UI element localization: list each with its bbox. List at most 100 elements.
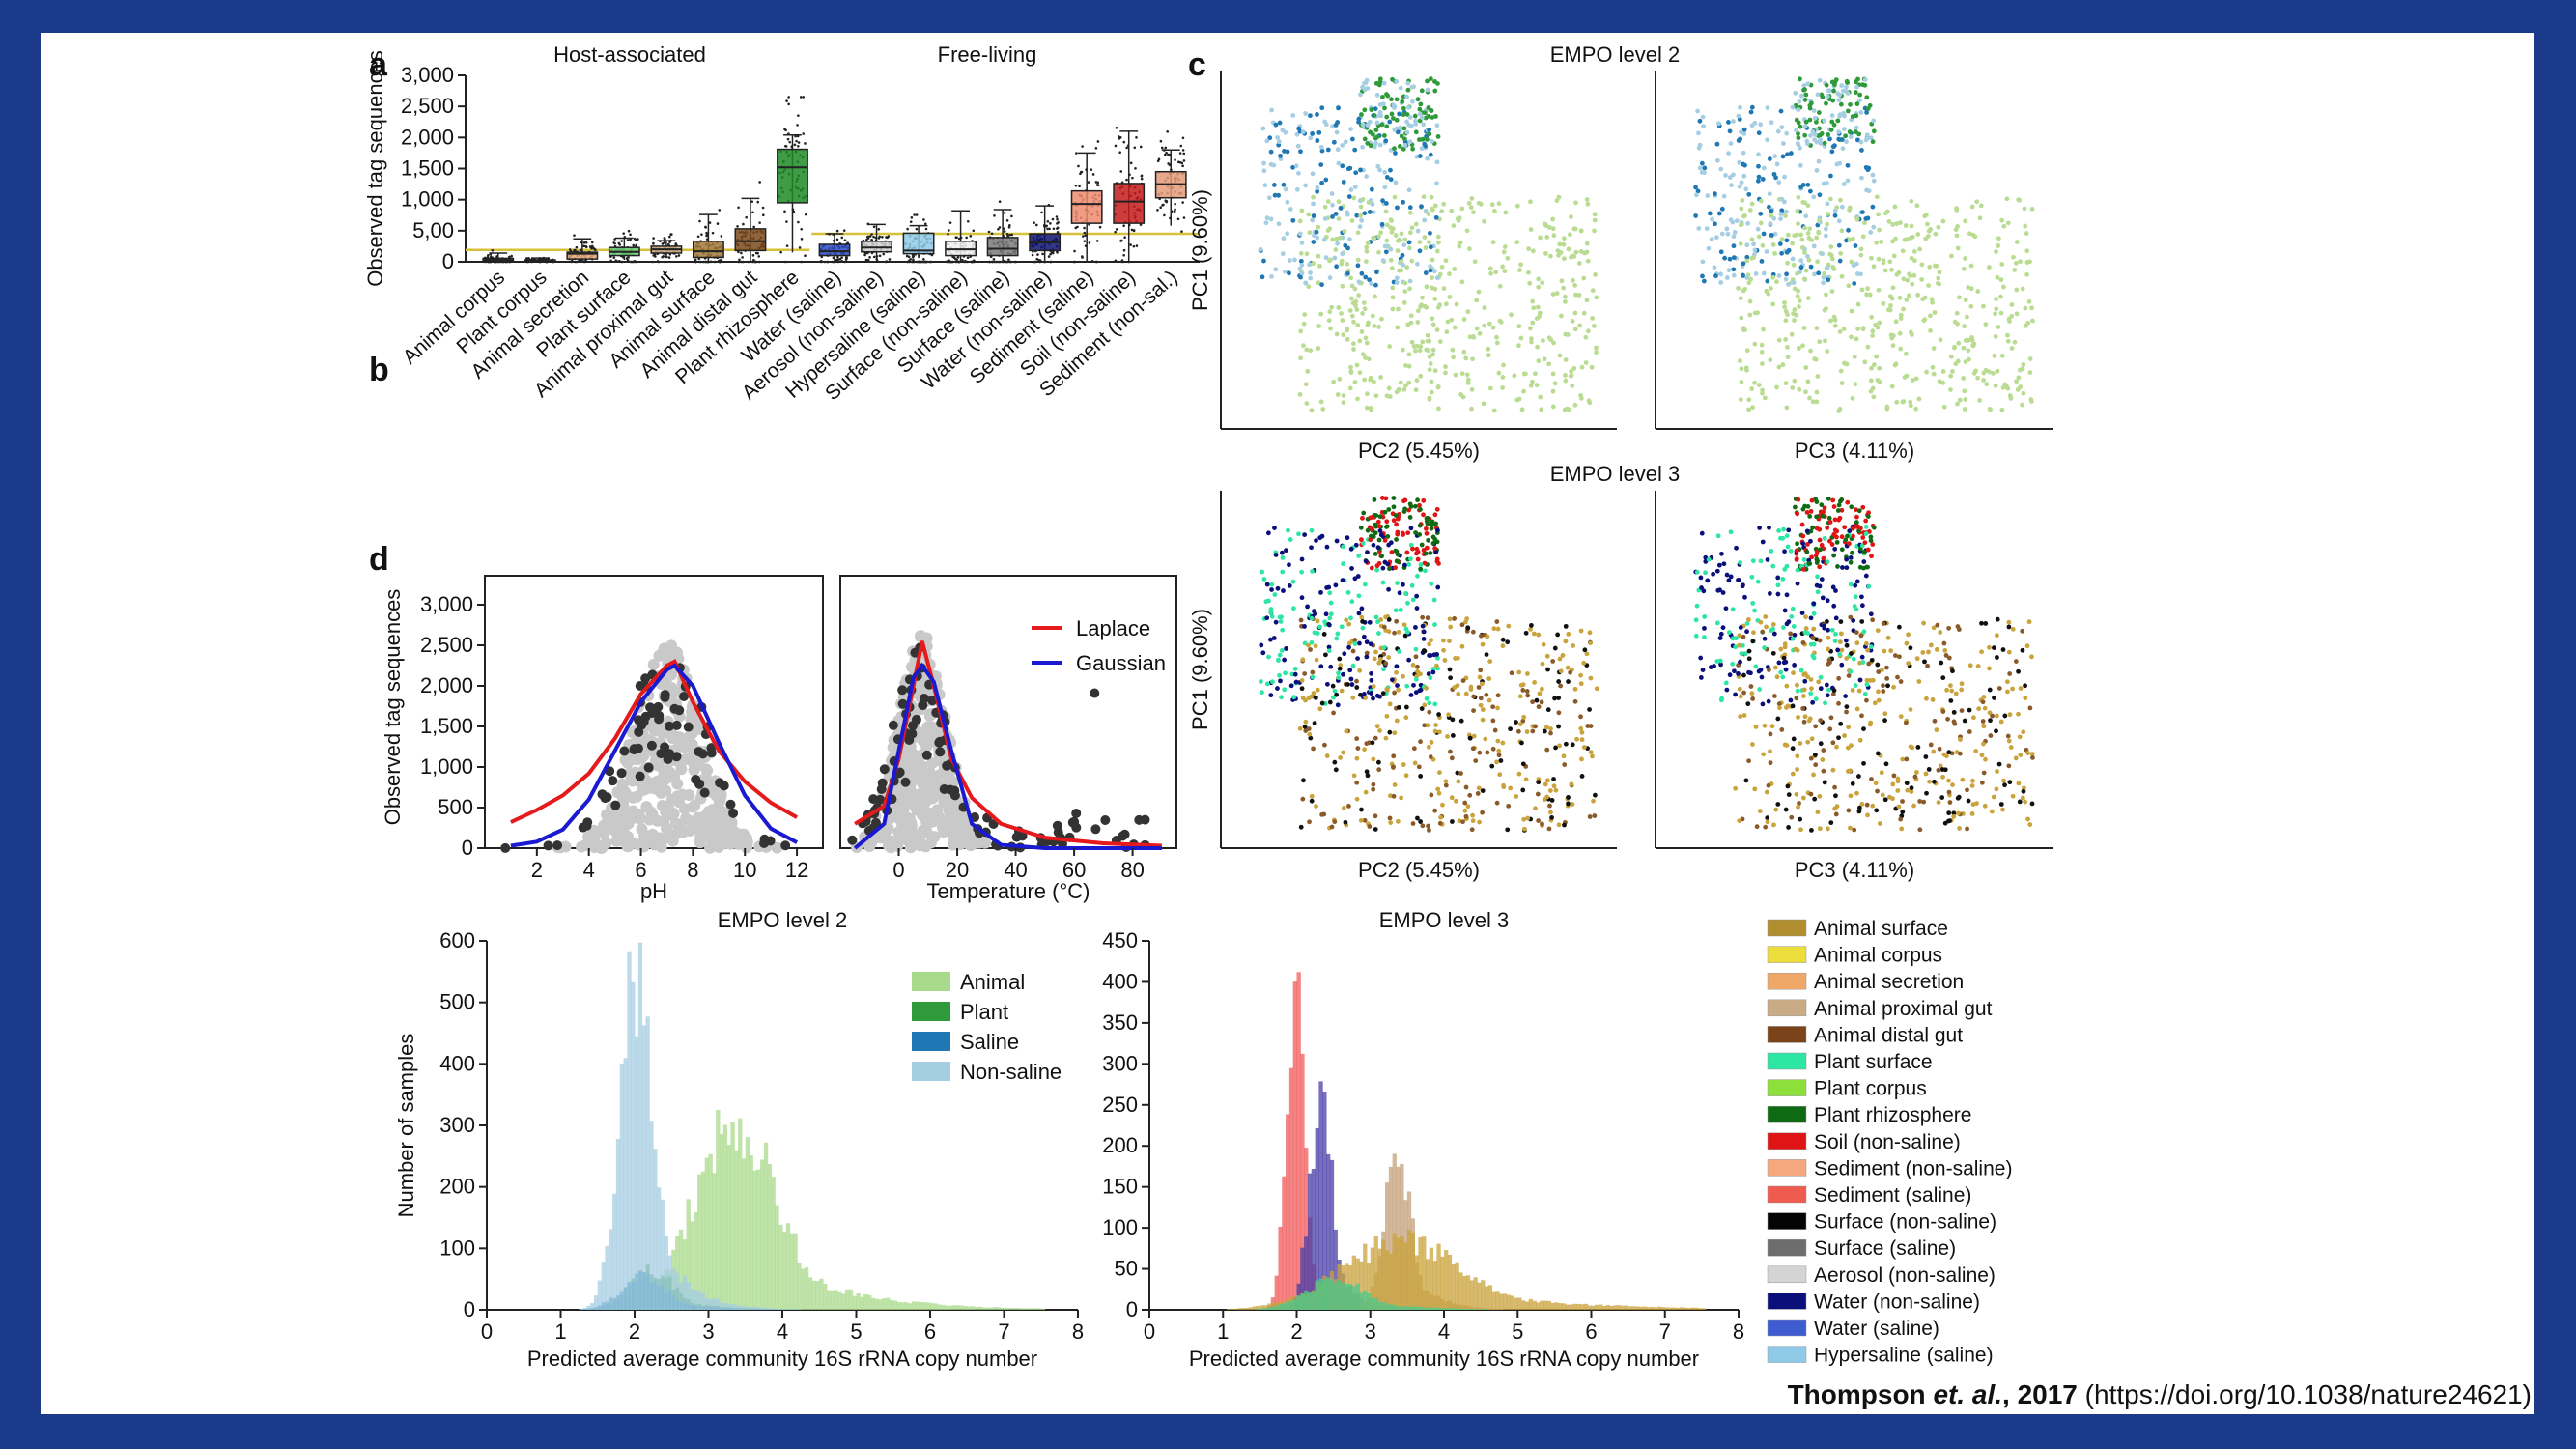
panel-a-point [579,259,582,263]
panel-c-point [2017,367,2023,373]
panel-a-point [1095,240,1099,242]
panel-c-point [1523,371,1528,377]
panel-c-point [1433,550,1439,554]
panel-c-point [1845,80,1850,86]
panel-c-point [1805,230,1811,236]
panel-c-point [1877,365,1882,371]
panel-c-point [1779,250,1785,256]
panel-c-point [1365,241,1371,246]
panel-a-point [1049,252,1052,256]
panel-c-point [1428,230,1432,236]
panel-c-point [1360,515,1365,521]
panel-b-point-grey [595,841,608,854]
panel-c-point [1859,287,1865,293]
panel-c-point [1999,353,2005,358]
panel-c-point [1550,371,1556,377]
panel-c-point [1369,677,1374,683]
panel-a-ytick-label: 2,500 [401,94,454,118]
panel-c-point [1292,257,1297,263]
panel-c-point [1758,220,1764,226]
panel-a-point [708,221,712,224]
panel-c-point [1546,826,1552,832]
panel-c-point [1300,796,1306,802]
panel-a-point [632,243,636,247]
panel-c-point [1401,242,1407,248]
panel-c-point [1341,332,1346,338]
panel-c-point [1914,203,1920,209]
panel-c-point [1584,298,1590,303]
panel-c-point [1876,287,1882,293]
panel-b-point-grey [920,768,933,781]
panel-c-point [1319,148,1325,154]
panel-c-point [1697,165,1703,171]
panel-c-point [1929,297,1935,302]
panel-c-point [1457,818,1462,824]
panel-c-point [1508,726,1514,732]
panel-c-point [1260,650,1266,656]
panel-c-point [1471,694,1477,699]
panel-c-point [1988,407,1994,412]
panel-c-point [1490,325,1496,330]
panel-c-point [1331,139,1337,145]
panel-c-point [1571,643,1576,648]
panel-c-point [1429,581,1434,586]
panel-c-point [1433,723,1438,727]
panel-c-point [1427,641,1432,647]
panel-c-point [1432,88,1438,94]
panel-c-point [2014,287,2020,293]
panel-a-point [888,258,892,261]
panel-c-point [1299,595,1305,601]
panel-c-point [1276,192,1281,198]
panel-c-point [1362,107,1368,113]
panel-c-point [1370,313,1375,319]
panel-a-point [573,234,576,237]
panel-c-point [1414,378,1420,384]
panel-c-point [1273,553,1279,557]
panel-c-point [1415,497,1420,503]
panel-c-point [1572,402,1578,408]
panel-b-laplace-line [510,659,799,824]
panel-c-point [1429,379,1434,384]
panel-c-point [2009,346,2015,351]
panel-c-point [1790,104,1796,110]
panel-a-point [1045,224,1048,228]
panel-a-point [751,260,754,264]
panel-c-point [1267,135,1273,141]
panel-b-point-grey [663,681,675,694]
panel-c-point [1362,582,1368,587]
panel-c-point [1825,221,1830,227]
panel-c-point [1303,382,1309,387]
panel-c-point [1857,92,1863,98]
panel-c-point [1363,558,1369,564]
panel-b-point-grey [892,839,904,852]
panel-b-point-dark [646,740,657,751]
panel-a-point [1057,221,1060,224]
panel-c-point [1886,219,1892,224]
panel-c-point [1776,180,1782,185]
panel-b-point-dark [679,691,690,701]
panel-a-point [751,211,754,214]
panel-c-point [1279,647,1285,653]
panel-c-point [1460,819,1465,825]
panel-a-point [865,238,868,242]
panel-c-point [1566,631,1571,637]
panel-c-point [1336,160,1342,166]
panel-c-point [1521,816,1527,822]
panel-c-point [1521,826,1527,832]
panel-a-point [740,251,743,255]
panel-c-point [1756,130,1762,136]
panel-c-point [1526,246,1532,251]
panel-a-point [922,260,925,264]
panel-c-point [1726,268,1732,273]
panel-c-point [1759,342,1765,348]
panel-a-point [1074,184,1078,187]
panel-c-point [1278,153,1283,158]
panel-c-point [1983,322,1989,327]
panel-b-point-grey [936,821,948,834]
panel-c-point [1713,273,1718,279]
panel-c-point [1466,246,1472,252]
panel-b-point-dark [656,749,666,759]
panel-c-point [1751,242,1757,247]
panel-c-point [1349,313,1355,319]
panel-c-point [1858,252,1864,258]
